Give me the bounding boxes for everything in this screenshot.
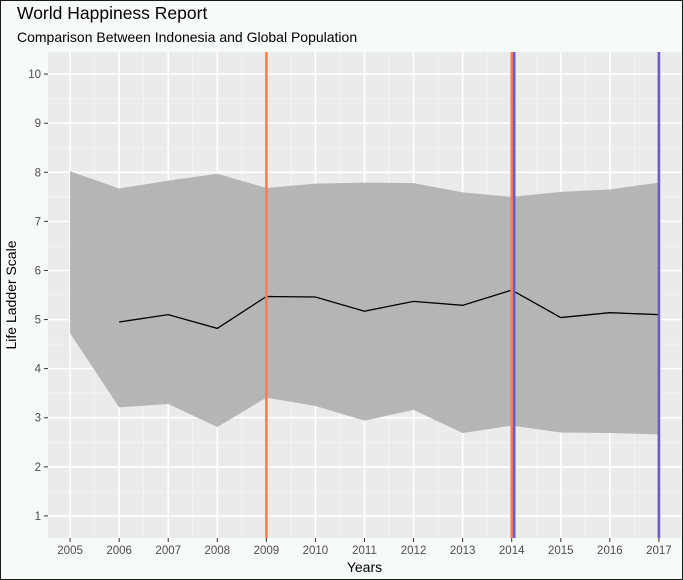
y-tick-label: 2 bbox=[35, 462, 41, 474]
x-axis: 2005 2006 2007 2008 2009 2010 2011 2012 2013 2014… bbox=[57, 538, 672, 557]
x-tick-label: 2008 bbox=[204, 545, 230, 557]
x-axis-title: Years bbox=[347, 559, 382, 575]
x-tick-label: 2009 bbox=[254, 545, 280, 557]
y-tick-label: 8 bbox=[35, 167, 41, 179]
y-tick-label: 1 bbox=[35, 511, 41, 523]
x-tick-label: 2013 bbox=[450, 545, 476, 557]
reference-lines-layer bbox=[265, 52, 661, 538]
y-tick-label: 9 bbox=[35, 118, 41, 130]
x-tick-label: 2012 bbox=[401, 545, 427, 557]
x-tick-label: 2014 bbox=[499, 545, 525, 557]
global-range-ribbon bbox=[70, 171, 659, 435]
y-tick-label: 4 bbox=[35, 364, 42, 376]
global-range-layer bbox=[70, 171, 659, 435]
y-tick-label: 5 bbox=[35, 315, 41, 327]
x-tick-label: 2007 bbox=[155, 545, 181, 557]
y-axis-title: Life Ladder Scale bbox=[3, 240, 19, 349]
chart-title: World Happiness Report bbox=[17, 3, 208, 23]
x-tick-label: 2006 bbox=[106, 545, 132, 557]
y-tick-label: 10 bbox=[28, 69, 41, 81]
x-tick-label: 2015 bbox=[548, 545, 574, 557]
indonesia-line bbox=[119, 289, 659, 330]
y-axis: 1 2 3 4 5 6 7 8 9 10 bbox=[28, 69, 48, 523]
y-tick-label: 3 bbox=[35, 413, 41, 425]
x-tick-label: 2016 bbox=[597, 545, 623, 557]
y-tick-label: 7 bbox=[35, 216, 41, 228]
x-tick-label: 2010 bbox=[303, 545, 329, 557]
y-tick-label: 6 bbox=[35, 265, 41, 277]
x-tick-label: 2017 bbox=[646, 545, 672, 557]
chart-subtitle: Comparison Between Indonesia and Global … bbox=[17, 29, 358, 45]
x-tick-label: 2005 bbox=[57, 545, 83, 557]
x-tick-label: 2011 bbox=[352, 545, 377, 557]
